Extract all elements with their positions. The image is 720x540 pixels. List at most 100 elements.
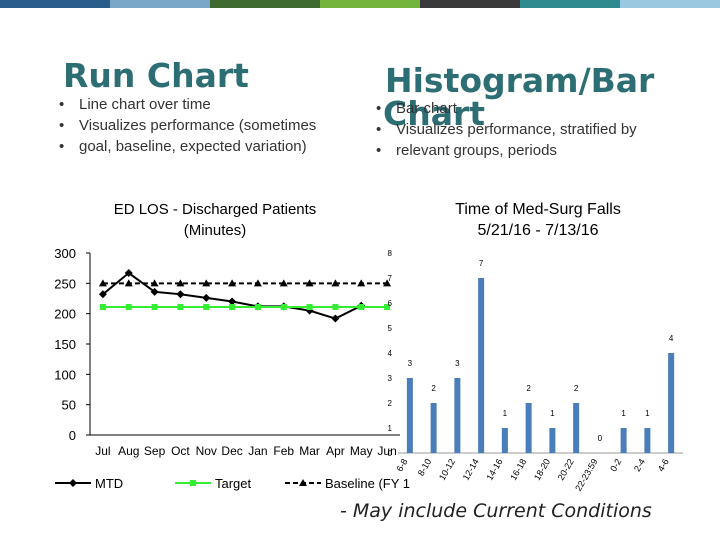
- run-chart-title: Run Chart: [63, 56, 249, 95]
- y-tick-label: 250: [54, 276, 76, 291]
- x-tick-label: May: [350, 444, 373, 458]
- bar: [406, 378, 413, 453]
- top-bar-segment: [0, 0, 110, 8]
- baseline-point: [202, 279, 211, 287]
- baseline-point: [253, 279, 262, 287]
- x-tick-label: Feb: [273, 444, 294, 458]
- baseline-point: [383, 279, 392, 287]
- y-tick-label: 200: [54, 307, 76, 322]
- bar-chart-title-line2: 5/21/16 - 7/13/16: [477, 222, 599, 239]
- y-tick-label: 7: [388, 274, 393, 283]
- bullet-item-continuation: goal, baseline, expected variation): [55, 136, 316, 157]
- x-tick-label: 6-8: [394, 457, 409, 473]
- mtd-point: [124, 269, 133, 278]
- bar: [644, 428, 651, 453]
- y-tick-label: 4: [388, 349, 393, 358]
- bar-value-label: 1: [503, 409, 508, 418]
- mtd-point: [202, 293, 211, 302]
- run-chart-bullets: Line chart over time Visualizes performa…: [55, 94, 316, 157]
- bar-value-label: 1: [645, 409, 650, 418]
- x-tick-label: 18-20: [532, 457, 552, 482]
- baseline-point: [228, 279, 237, 287]
- histogram-title-line1: Histogram/Bar: [385, 61, 655, 100]
- mtd-point: [305, 306, 314, 315]
- legend-marker: [69, 479, 77, 487]
- bar-chart-title: Time of Med-Surg Falls 5/21/16 - 7/13/16: [400, 199, 676, 241]
- target-point: [280, 303, 287, 310]
- y-tick-label: 5: [388, 324, 393, 333]
- bullet-item: Visualizes performance, stratified by: [372, 119, 712, 140]
- baseline-point: [279, 279, 288, 287]
- y-tick-label: 150: [54, 337, 76, 352]
- x-tick-label: Jan: [248, 444, 267, 458]
- x-tick-label: Jul: [95, 444, 110, 458]
- x-tick-label: Mar: [299, 444, 320, 458]
- bullet-item-continuation: relevant groups, periods: [372, 140, 712, 161]
- y-tick-label: 50: [62, 398, 76, 413]
- target-point: [254, 303, 261, 310]
- x-tick-label: 8-10: [416, 457, 434, 478]
- x-tick-label: 14-16: [484, 457, 504, 482]
- bullet-item: Visualizes performance (sometimes: [55, 115, 316, 136]
- x-tick-label: 4-6: [656, 457, 671, 473]
- top-bar-segment: [520, 0, 620, 8]
- bar-chart: 0 1 2 3 4 5 6 7 8 3 6-8 2 8-10 3 10-12 7 12-14 1 14-16 2 16-…: [388, 249, 683, 493]
- x-tick-label: 22-23:59: [573, 457, 599, 493]
- bar-value-label: 1: [621, 409, 626, 418]
- bar: [620, 428, 627, 453]
- bar: [668, 353, 675, 453]
- bullet-item: Line chart over time: [55, 94, 316, 115]
- target-point: [384, 303, 391, 310]
- mtd-point: [228, 297, 237, 306]
- histogram-bullets: Bar chart Visualizes performance, strati…: [372, 98, 712, 161]
- bar-value-label: 2: [574, 384, 579, 393]
- x-tick-label: Oct: [171, 444, 190, 458]
- legend-label: MTD: [95, 476, 123, 491]
- bar: [573, 403, 580, 453]
- baseline-point: [98, 279, 107, 287]
- bar-value-label: 7: [479, 259, 484, 268]
- line-chart-title-line2: (Minutes): [183, 222, 247, 239]
- target-point: [332, 303, 339, 310]
- x-tick-label: Apr: [326, 444, 345, 458]
- x-tick-label: Sep: [144, 444, 166, 458]
- bar: [525, 403, 532, 453]
- y-tick-label: 100: [54, 367, 76, 382]
- bar: [501, 428, 508, 453]
- mtd-point: [98, 290, 107, 299]
- top-color-bar: [0, 0, 720, 8]
- top-bar-segment: [620, 0, 720, 8]
- y-tick-label: 6: [388, 299, 393, 308]
- y-tick-label: 0: [69, 428, 76, 443]
- x-tick-label: 2-4: [632, 457, 647, 473]
- bar-value-label: 3: [408, 359, 413, 368]
- target-point: [125, 303, 132, 310]
- x-tick-label: 0-2: [608, 457, 623, 473]
- baseline-point: [176, 279, 185, 287]
- legend-marker: [190, 480, 196, 486]
- legend-marker: [299, 479, 307, 486]
- top-bar-segment: [320, 0, 420, 8]
- bar: [478, 278, 485, 453]
- baseline-point: [305, 279, 314, 287]
- top-bar-segment: [210, 0, 320, 8]
- bar-value-label: 2: [431, 384, 436, 393]
- target-point: [203, 303, 210, 310]
- top-bar-segment: [420, 0, 520, 8]
- target-point: [306, 303, 313, 310]
- x-tick-label: 12-14: [461, 457, 481, 482]
- y-tick-label: 8: [388, 249, 393, 258]
- bar-value-label: 2: [526, 384, 531, 393]
- bar: [549, 428, 556, 453]
- target-point: [358, 303, 365, 310]
- baseline-point: [150, 279, 159, 287]
- x-tick-label: 20-22: [556, 457, 576, 482]
- target-point: [99, 303, 106, 310]
- x-tick-label: Nov: [196, 444, 217, 458]
- bar: [454, 378, 461, 453]
- y-tick-label: 0: [388, 449, 393, 458]
- line-chart-title-line1: ED LOS - Discharged Patients: [113, 201, 317, 218]
- baseline-point: [357, 279, 366, 287]
- mtd-point: [150, 287, 159, 296]
